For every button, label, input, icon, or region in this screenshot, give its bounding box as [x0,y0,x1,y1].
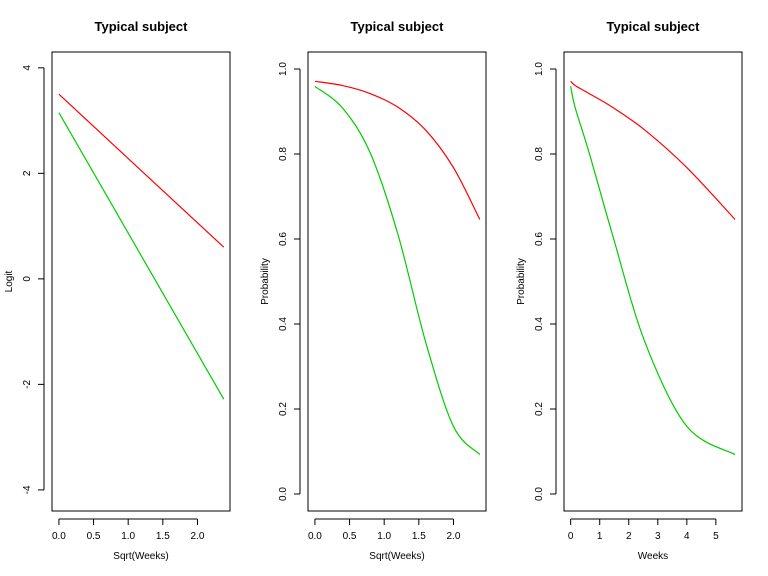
series-line-2 [570,86,736,456]
chart-panel-2: Typical subject 0.0 0.5 1.0 1.5 2.0 0.0 0.2 0.4 0… [260,19,487,562]
x-tick-label: 0.5 [87,531,101,542]
y-tick-label: -4 [22,485,33,494]
x-tick-label: 1.0 [377,531,391,542]
series-line-2 [58,112,225,400]
series-line-1 [570,80,736,220]
y-tick-label: 0.6 [534,232,545,246]
y-tick-label: 0.8 [278,147,289,161]
y-tick-label: 0.8 [534,147,545,161]
x-tick-label: 0 [568,531,574,542]
x-tick-label: 0.0 [52,531,66,542]
series-line-2 [314,85,481,455]
y-tick-label: 0 [22,276,33,282]
x-axis-label: Weeks [638,551,668,562]
y-tick-label: 1.0 [278,62,289,76]
x-axis-label: Sqrt(Weeks) [369,551,424,562]
x-tick-label: 2 [626,531,632,542]
x-tick-label: 4 [684,531,690,542]
x-tick-label: 1.0 [121,531,135,542]
chart-title: Typical subject [351,19,445,34]
y-tick-label: -2 [22,380,33,389]
x-tick-label: 2.0 [446,531,460,542]
y-tick-label: 0.6 [278,232,289,246]
x-tick-label: 3 [655,531,661,542]
x-tick-label: 0.0 [308,531,322,542]
plot-frame [563,51,743,512]
chart-title: Typical subject [607,19,701,34]
x-tick-label: 2.0 [190,531,204,542]
y-tick-label: 1.0 [534,62,545,76]
chart-panel-3: Typical subject 0 1 2 3 4 5 0.0 0.2 0.4 0.6 0.8 1.0 W… [516,19,743,562]
series-line-1 [314,80,481,220]
series-line-1 [58,93,225,248]
x-tick-label: 1.5 [156,531,170,542]
plot-frame [51,51,231,512]
y-tick-label: 0.4 [534,317,545,331]
chart-title: Typical subject [95,19,189,34]
y-axis-label: Probability [516,258,527,305]
x-tick-label: 5 [713,531,719,542]
y-tick-label: 4 [22,65,33,71]
x-axis-label: Sqrt(Weeks) [113,551,168,562]
y-axis-label: Probability [260,258,271,305]
y-tick-label: 0.4 [278,317,289,331]
x-tick-label: 1 [597,531,603,542]
x-tick-label: 1.5 [412,531,426,542]
y-tick-label: 2 [22,170,33,176]
y-tick-label: 0.2 [278,402,289,416]
y-axis-label: Logit [4,270,15,292]
y-tick-label: 0.2 [534,402,545,416]
y-tick-label: 0.0 [278,487,289,501]
plot-frame [307,51,487,512]
chart-panel-1: Typical subject 0.0 0.5 1.0 1.5 2.0 -4 -2 0 2 4 Sqr… [4,19,231,562]
y-tick-label: 0.0 [534,487,545,501]
x-tick-label: 0.5 [343,531,357,542]
